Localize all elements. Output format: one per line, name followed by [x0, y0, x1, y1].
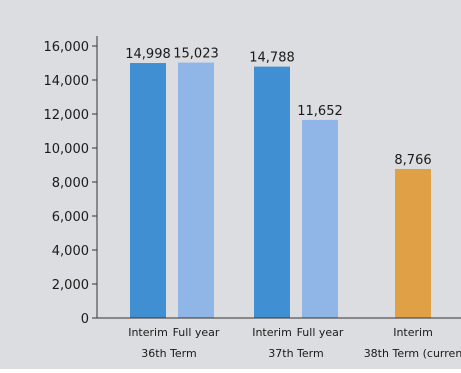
- y-tick-label: 14,000: [44, 74, 90, 89]
- y-tick-label: 8,000: [52, 176, 89, 191]
- bar-value-label: 14,788: [249, 51, 295, 66]
- x-category-label: Interim: [128, 326, 168, 339]
- y-tick-label: 6,000: [52, 210, 89, 225]
- y-tick-label: 10,000: [44, 142, 90, 157]
- x-group-label: 38th Term (curren: [364, 347, 461, 360]
- x-axis: Interim Full year 36th Term Interim Full yea…: [97, 317, 461, 360]
- x-group-label: 36th Term: [141, 347, 196, 360]
- bar-36th-term-full-year: [178, 62, 214, 318]
- x-category-label: Full year: [173, 326, 220, 339]
- bar-36th-term-interim: [130, 63, 166, 319]
- bar-value-label: 11,652: [297, 104, 343, 119]
- bar-value-label: 8,766: [394, 153, 431, 168]
- y-tick-label: 16,000: [44, 40, 90, 55]
- bar-value-label: 14,998: [125, 47, 171, 62]
- x-category-label: Full year: [297, 326, 344, 339]
- x-category-label: Interim: [393, 326, 433, 339]
- x-group-label: 37th Term: [268, 347, 323, 360]
- y-tick-label: 0: [81, 312, 89, 327]
- bar-value-label: 15,023: [173, 47, 219, 62]
- y-tick-label: 4,000: [52, 244, 89, 259]
- y-tick-label: 12,000: [44, 108, 90, 123]
- bars: 14,998 15,023 14,788 11,652 8,766: [125, 47, 432, 319]
- x-category-label: Interim: [252, 326, 292, 339]
- bar-37th-term-full-year: [302, 119, 338, 318]
- bar-37th-term-interim: [254, 66, 290, 318]
- y-axis: 0 2,000 4,000 6,000 8,000 10,000 12,000 14,000 1…: [44, 36, 98, 327]
- y-tick-label: 2,000: [52, 278, 89, 293]
- bar-38th-term-curren-interim: [395, 168, 431, 318]
